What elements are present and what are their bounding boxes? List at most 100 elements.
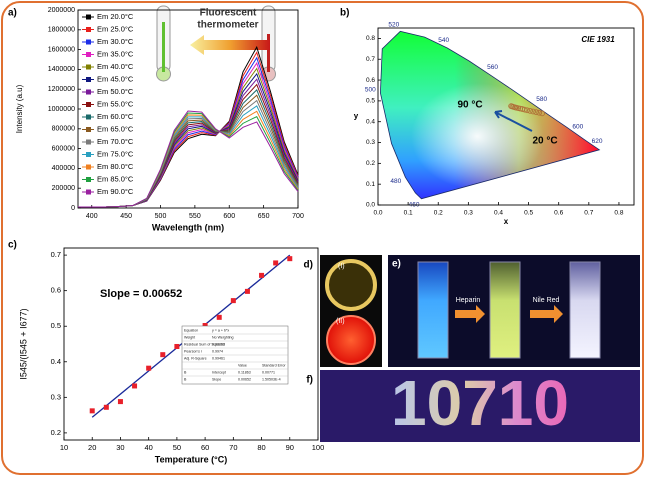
legend-marker xyxy=(86,177,91,182)
plot-frame xyxy=(77,9,299,209)
table-cell: Equation xyxy=(184,328,198,332)
y-tick-label: 0.1 xyxy=(366,181,375,188)
data-point xyxy=(103,404,109,410)
y-tick-label: 1000000 xyxy=(48,106,75,113)
y-tick-label: 0.4 xyxy=(366,118,375,125)
y-tick-label: 1800000 xyxy=(48,27,75,34)
table-cell: Value xyxy=(238,363,247,367)
x-tick-label: 90 xyxy=(286,443,294,452)
panel-label: c) xyxy=(8,240,17,251)
panel-label: d) xyxy=(304,260,313,271)
y-tick-label: 1400000 xyxy=(48,66,75,73)
dish-label: (I) xyxy=(338,263,345,270)
data-point xyxy=(132,383,138,389)
legend-label: Em 80.0°C xyxy=(97,162,134,171)
thermometer-cold xyxy=(156,5,171,82)
x-tick-label: 20 xyxy=(88,443,96,452)
x-tick-label: 10 xyxy=(60,443,68,452)
annotation: Slope = 0.00652 xyxy=(100,288,182,300)
legend-label: Em 30.0°C xyxy=(97,37,134,46)
x-tick-label: 80 xyxy=(257,443,265,452)
spectrum-line xyxy=(78,110,299,208)
y-tick-label: 0.6 xyxy=(51,286,61,295)
wavelength-label: 620 xyxy=(592,138,603,145)
x-tick-label: 0.1 xyxy=(404,210,413,217)
data-point xyxy=(273,260,279,266)
chromaticity-point xyxy=(539,110,545,117)
x-tick-label: 0.4 xyxy=(494,210,503,217)
photo-e xyxy=(388,255,640,367)
table-cell: Adj. R-Square xyxy=(184,356,207,360)
chromaticity-point xyxy=(508,103,514,109)
y-tick-label: 0.3 xyxy=(366,139,375,146)
legend-marker xyxy=(86,27,91,32)
x-tick-label: 600 xyxy=(223,213,235,220)
step-label: Heparin xyxy=(456,297,481,304)
chromaticity-point xyxy=(519,106,526,112)
x-tick-label: 40 xyxy=(144,443,152,452)
legend-label: Em 60.0°C xyxy=(97,112,134,121)
legend-marker xyxy=(86,164,91,170)
y-tick-label: 0.7 xyxy=(366,56,375,63)
x-tick-label: 0.5 xyxy=(524,210,533,217)
y-tick-label: 0.4 xyxy=(51,357,61,366)
legend-label: Em 40.0°C xyxy=(97,62,134,71)
annotation: 90 °C xyxy=(457,100,482,111)
x-tick-label: 30 xyxy=(116,443,124,452)
table-cell: Pearson's r xyxy=(184,349,203,353)
photo-digits: 10710 xyxy=(391,367,569,439)
data-point xyxy=(244,288,250,294)
photo-d xyxy=(320,255,382,367)
data-point xyxy=(174,343,180,349)
wavelength-label: 580 xyxy=(536,96,547,103)
x-tick-label: 450 xyxy=(120,213,132,220)
legend-label: Em 50.0°C xyxy=(97,87,134,96)
table-cell: y = a + b*x xyxy=(212,328,229,332)
x-tick-label: 0.3 xyxy=(464,210,473,217)
y-tick-label: 0.0 xyxy=(366,202,375,209)
table-cell: 1.50503E-4 xyxy=(262,377,281,381)
x-tick-label: 50 xyxy=(173,443,181,452)
legend-marker xyxy=(86,102,91,107)
table-cell: 0.11863 xyxy=(238,370,251,374)
data-point xyxy=(216,314,222,320)
table-cell: 0.99461 xyxy=(212,356,225,360)
y-axis-label: Intensity (a.u) xyxy=(15,84,24,133)
x-tick-label: 0.2 xyxy=(434,210,443,217)
wavelength-label: 540 xyxy=(438,37,449,44)
legend-label: Em 45.0°C xyxy=(97,74,134,83)
plot-frame xyxy=(377,27,635,206)
legend-label: Em 20.0°C xyxy=(97,12,134,21)
legend-label: Em 25.0°C xyxy=(97,24,134,33)
y-tick-label: 0 xyxy=(71,205,75,212)
y-tick-label: 0.2 xyxy=(366,160,375,167)
chromaticity-point xyxy=(527,108,533,114)
legend-marker xyxy=(86,77,91,82)
annotation: thermometer xyxy=(197,20,258,31)
panel-label: e) xyxy=(392,259,401,270)
panel-label: a) xyxy=(8,8,17,19)
dish-label: (II) xyxy=(336,318,345,325)
legend-marker xyxy=(86,152,91,157)
y-tick-label: 600000 xyxy=(52,145,75,152)
legend-marker xyxy=(86,52,91,57)
y-tick-label: 0.3 xyxy=(51,392,61,401)
annotation: 20 °C xyxy=(532,136,557,147)
chart-title: CIE 1931 xyxy=(581,35,615,44)
annotation: Fluorescent xyxy=(200,8,257,19)
x-tick-label: 550 xyxy=(189,213,201,220)
legend-marker xyxy=(86,114,91,120)
x-tick-label: 0.7 xyxy=(584,210,593,217)
x-axis-label: Wavelength (nm) xyxy=(152,222,224,232)
table-cell: Intercept xyxy=(212,370,226,374)
y-tick-label: 2000000 xyxy=(48,7,75,14)
x-tick-label: 60 xyxy=(201,443,209,452)
table-cell: 0.00153 xyxy=(212,342,225,346)
x-tick-label: 0.6 xyxy=(554,210,563,217)
y-tick-label: 0.6 xyxy=(366,77,375,84)
table-cell: Standard Error xyxy=(262,363,286,367)
wavelength-label: 560 xyxy=(487,64,498,71)
data-point xyxy=(287,256,293,262)
data-point xyxy=(230,298,236,304)
